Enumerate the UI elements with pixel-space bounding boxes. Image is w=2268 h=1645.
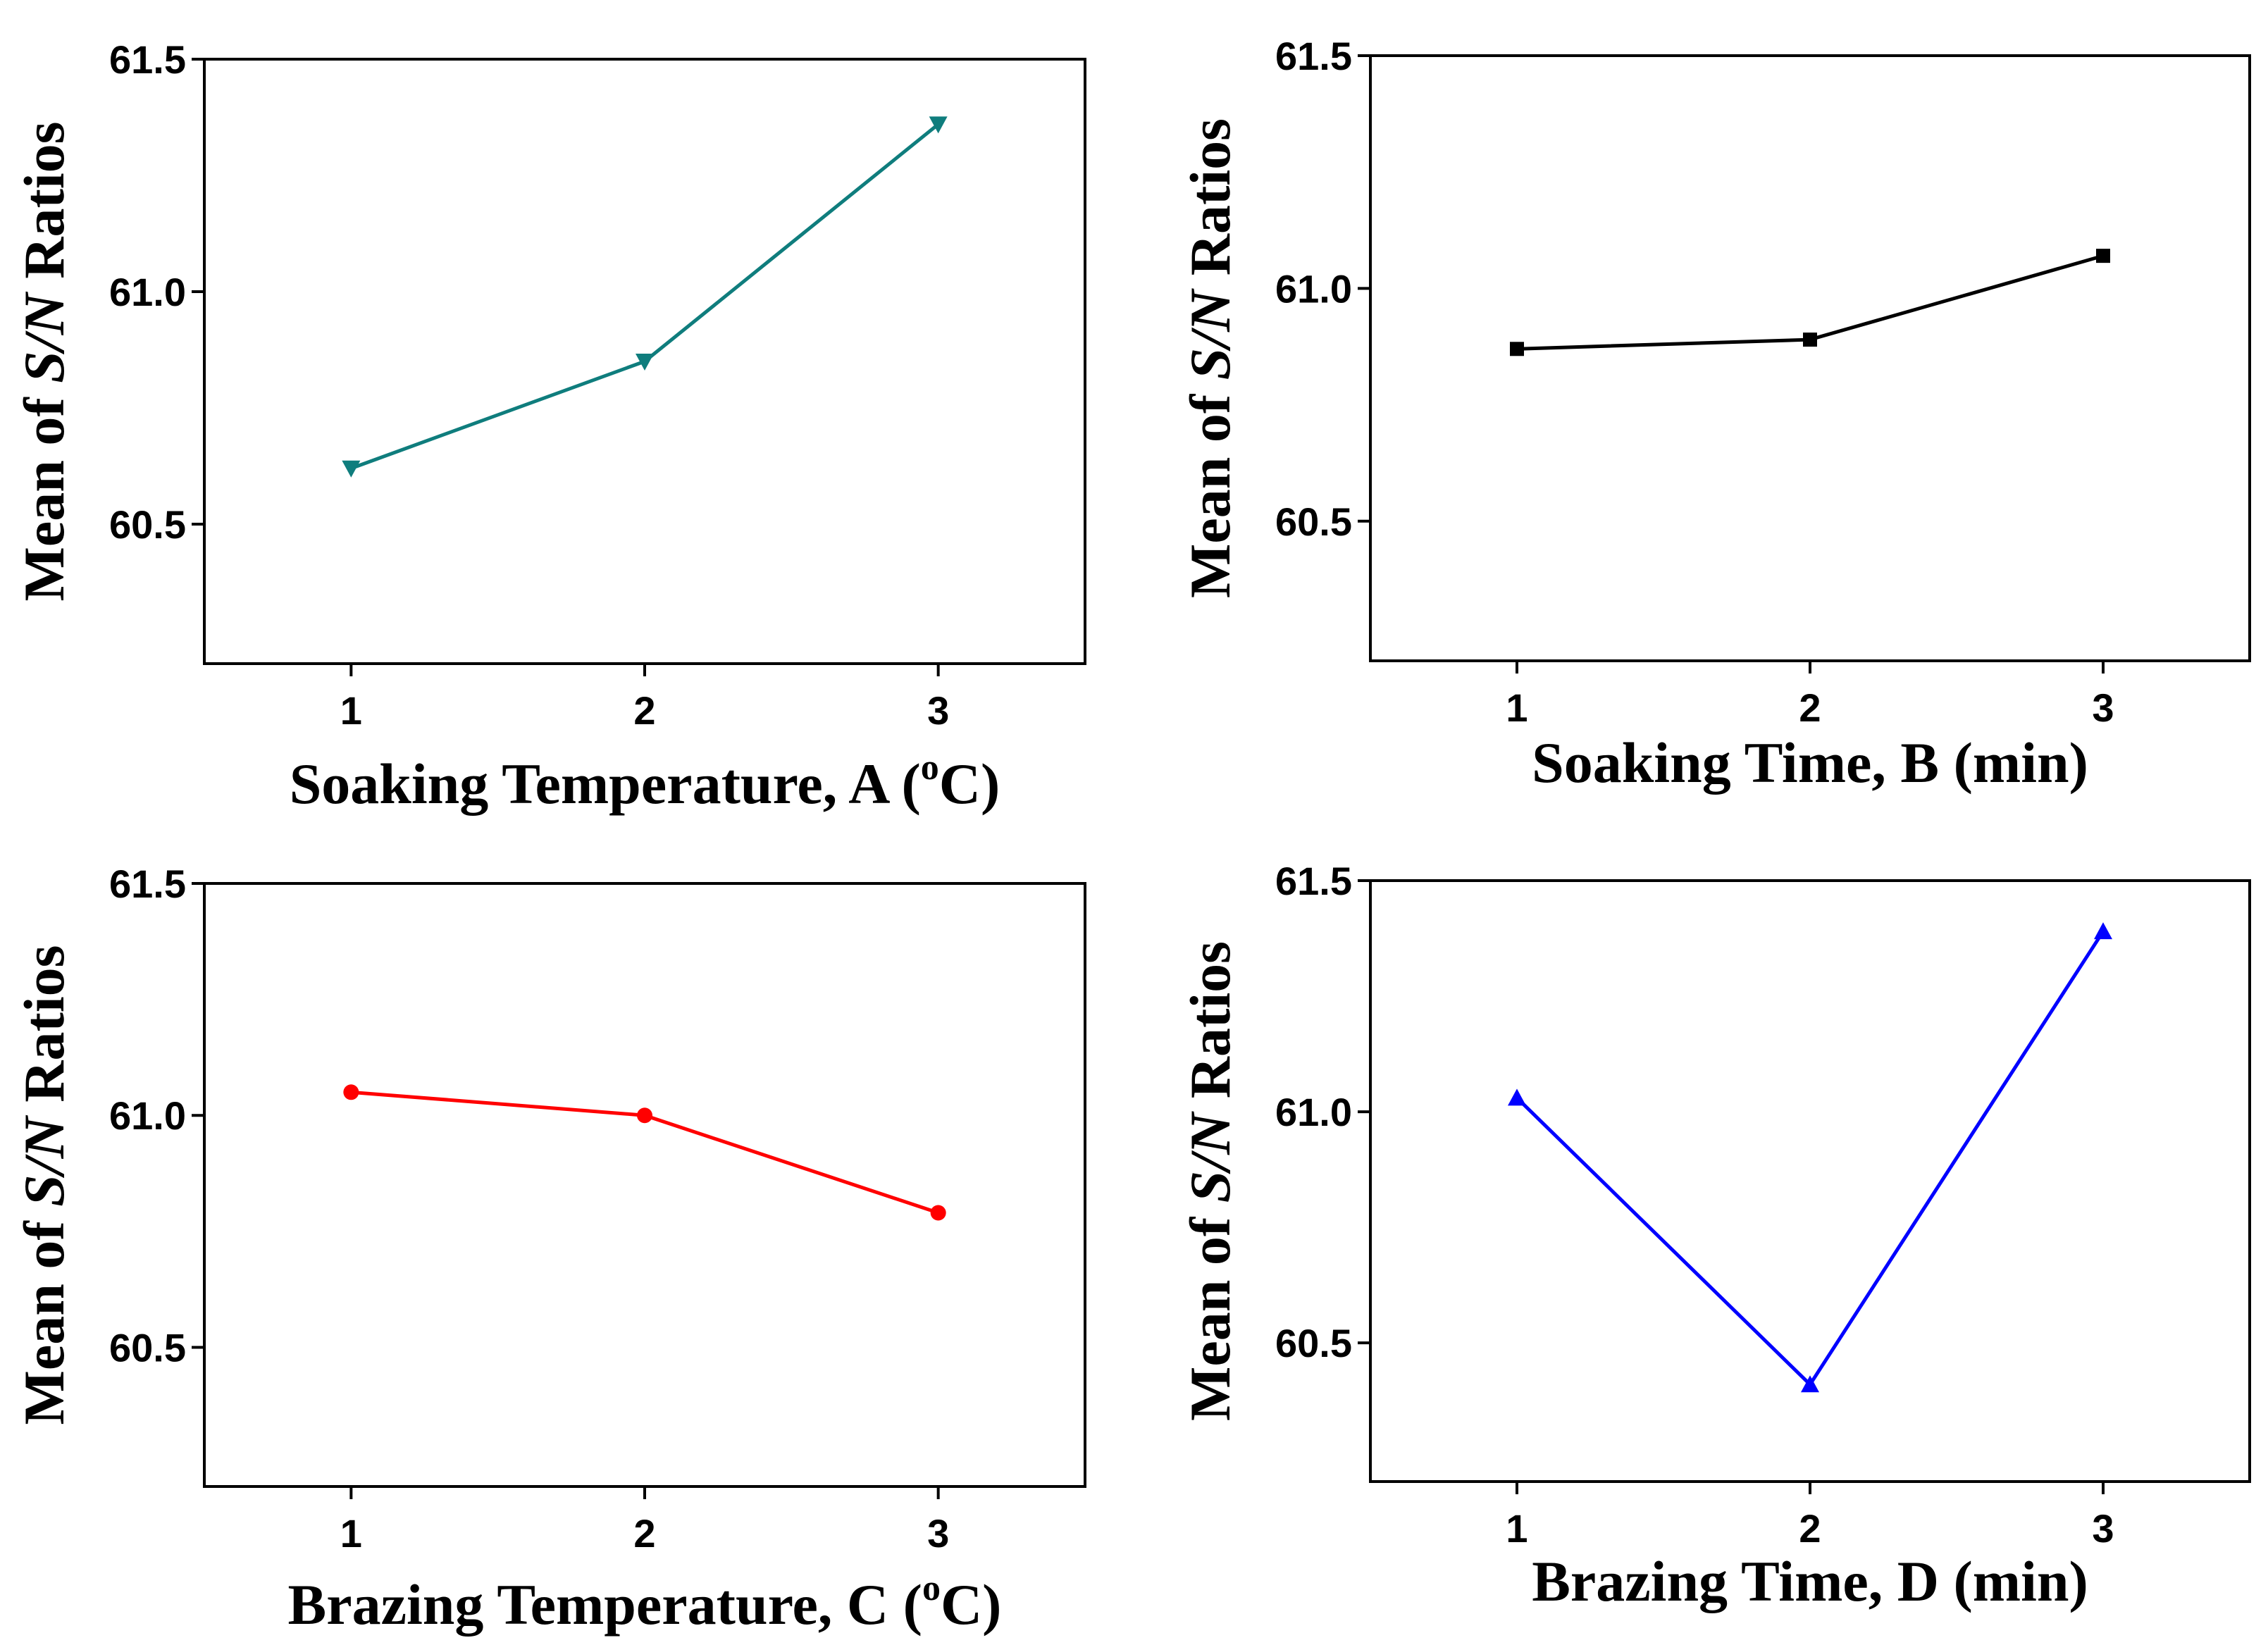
data-point [637,1107,652,1124]
data-point [1510,342,1524,356]
series-line [1516,930,2105,1388]
x-tick-label: 3 [2092,685,2114,730]
y-tick-label: 61.5 [1275,34,1352,78]
chart-panel-top-right: 60.5 61.0 61.5 1 2 3 Mean of S/N Ratios Soaking… [1178,34,2251,795]
y-tick-label: 61.0 [109,1093,186,1138]
y-axis-title: Mean of S/N Ratios [1178,118,1242,598]
x-tick-label: 2 [633,688,655,733]
y-tick-label: 61.0 [109,270,186,314]
y-tick-label: 61.5 [1275,859,1352,903]
chart-panel-bottom-left: 60.5 61.0 61.5 1 2 3 Mean of S/N Ratios Brazing… [12,862,1086,1637]
series-line [350,123,940,471]
plot-frame [203,882,1086,1488]
plot-frame [1369,54,2251,662]
x-axis-title: Soaking Time, B (min) [1532,731,2088,795]
x-axis-title: Brazing Time, D (min) [1532,1549,2088,1613]
y-tick-label: 60.5 [1275,1321,1352,1365]
data-point [930,1205,946,1221]
data-point [343,1084,359,1100]
x-tick-label: 2 [633,1511,655,1556]
y-axis-title: Mean of S/N Ratios [12,121,76,601]
data-point [342,460,361,478]
x-axis-title: Brazing Temperature, C (oC) [288,1568,1002,1637]
data-point [929,116,948,134]
y-tick-label: 61.0 [1275,1090,1352,1134]
data-point [1508,1088,1526,1106]
x-tick-label: 2 [1799,685,1821,730]
chart-panel-bottom-right: 60.5 61.0 61.5 1 2 3 Mean of S/N Ratios Brazing… [1178,859,2251,1613]
x-tick-label: 3 [927,1511,949,1556]
y-tick-label: 61.5 [109,862,186,906]
x-tick-label: 1 [340,1511,362,1556]
y-tick-label: 60.5 [109,502,186,547]
x-tick-label: 3 [2092,1506,2114,1551]
x-tick-label: 1 [1506,1506,1528,1551]
y-tick-label: 61.5 [109,37,186,82]
x-tick-label: 1 [1506,685,1528,730]
y-tick-label: 61.0 [1275,266,1352,311]
y-tick-label: 60.5 [1275,499,1352,544]
x-tick-label: 2 [1799,1506,1821,1551]
data-point [2096,249,2110,263]
data-point [1801,1375,1819,1393]
data-point [2094,922,2112,940]
x-tick-label: 3 [927,688,949,733]
y-tick-label: 60.5 [109,1325,186,1370]
data-point [636,354,654,371]
chart-panel-top-left: 60.5 61.0 61.5 1 2 3 Mean of S/N Ratios Soaking… [12,37,1086,816]
data-point [1803,333,1817,347]
y-axis-title: Mean of S/N Ratios [1178,941,1242,1421]
x-axis-title: Soaking Temperature, A (oC) [290,747,1000,816]
x-tick-label: 1 [340,688,362,733]
y-axis-title: Mean of S/N Ratios [12,945,76,1424]
